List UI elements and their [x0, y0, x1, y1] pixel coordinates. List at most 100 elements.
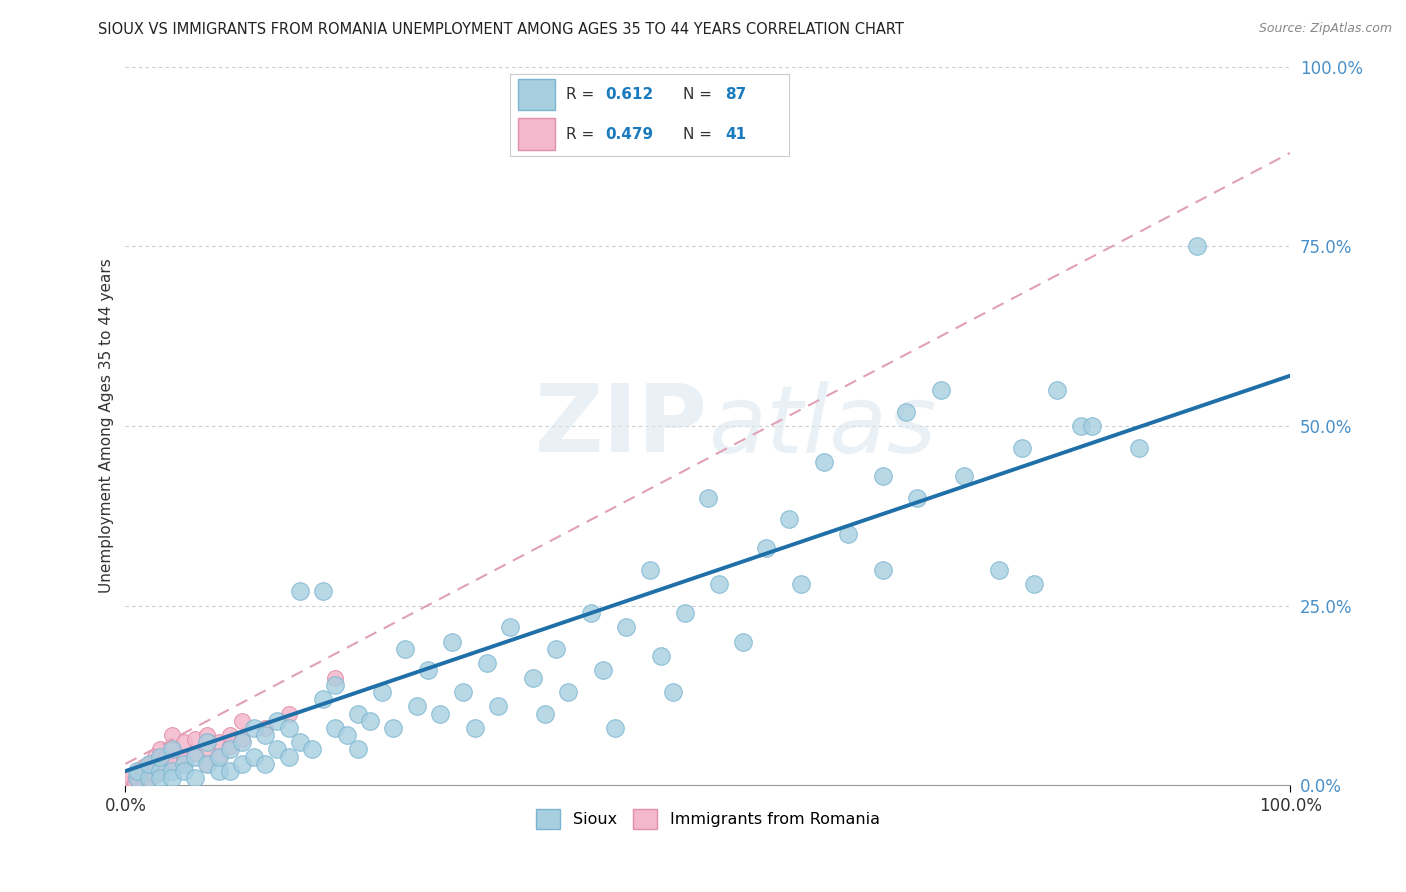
Point — [347, 742, 370, 756]
Point — [696, 491, 718, 505]
Point — [277, 706, 299, 721]
Point — [231, 735, 253, 749]
Point — [1128, 441, 1150, 455]
Point — [440, 634, 463, 648]
Point — [837, 526, 859, 541]
Point — [929, 383, 952, 397]
Point — [208, 735, 231, 749]
Point — [127, 771, 149, 785]
Point — [301, 742, 323, 756]
Point — [143, 749, 166, 764]
Point — [143, 767, 166, 781]
Point — [149, 756, 172, 771]
Point — [614, 620, 637, 634]
Point — [709, 577, 731, 591]
Point — [195, 735, 218, 749]
Y-axis label: Unemployment Among Ages 35 to 44 years: Unemployment Among Ages 35 to 44 years — [100, 259, 114, 593]
Point — [128, 772, 150, 787]
Point — [160, 756, 183, 771]
Point — [872, 469, 894, 483]
Point — [266, 714, 288, 728]
Point — [813, 455, 835, 469]
Point — [662, 685, 685, 699]
Point — [382, 721, 405, 735]
Point — [953, 469, 976, 483]
Point — [184, 731, 207, 746]
Point — [173, 753, 195, 767]
Point — [128, 764, 150, 778]
Legend: Sioux, Immigrants from Romania: Sioux, Immigrants from Romania — [530, 803, 886, 835]
Point — [475, 657, 498, 671]
Point — [1081, 419, 1104, 434]
Point — [242, 721, 264, 735]
Point — [160, 764, 183, 778]
Point — [638, 563, 661, 577]
Point — [120, 775, 142, 789]
Point — [160, 742, 183, 756]
Point — [872, 563, 894, 577]
Point — [731, 634, 754, 648]
Point — [208, 764, 231, 778]
Point — [370, 685, 392, 699]
Point — [173, 749, 195, 764]
Point — [347, 706, 370, 721]
Text: atlas: atlas — [707, 381, 936, 472]
Point — [132, 767, 155, 781]
Point — [219, 742, 242, 756]
Point — [120, 771, 142, 785]
Point — [254, 756, 277, 771]
Point — [242, 749, 264, 764]
Point — [277, 721, 299, 735]
Point — [277, 749, 299, 764]
Point — [288, 584, 311, 599]
Point — [219, 764, 242, 778]
Point — [673, 606, 696, 620]
Point — [499, 620, 522, 634]
Point — [160, 771, 183, 785]
Point — [592, 664, 614, 678]
Point — [405, 699, 427, 714]
Point — [173, 756, 195, 771]
Point — [127, 767, 149, 781]
Point — [650, 648, 672, 663]
Point — [790, 577, 813, 591]
Point — [160, 742, 183, 756]
Point — [522, 671, 544, 685]
Point — [184, 771, 207, 785]
Point — [288, 735, 311, 749]
Point — [254, 721, 277, 735]
Point — [907, 491, 929, 505]
Point — [755, 541, 778, 556]
Point — [138, 771, 160, 785]
Point — [778, 512, 800, 526]
Point — [184, 749, 207, 764]
Point — [429, 706, 451, 721]
Point — [173, 764, 195, 778]
Point — [155, 749, 177, 764]
Point — [127, 764, 149, 778]
Point — [208, 749, 231, 764]
Point — [603, 721, 626, 735]
Point — [138, 771, 160, 785]
Point — [184, 746, 207, 760]
Point — [323, 671, 346, 685]
Point — [138, 756, 160, 771]
Point — [132, 771, 155, 785]
Point — [149, 742, 172, 756]
Point — [208, 749, 231, 764]
Point — [323, 678, 346, 692]
Point — [988, 563, 1011, 577]
Point — [254, 728, 277, 742]
Point — [336, 728, 359, 742]
Point — [1011, 441, 1033, 455]
Point — [312, 584, 335, 599]
Point — [219, 739, 242, 753]
Point — [323, 721, 346, 735]
Point — [359, 714, 381, 728]
Point — [219, 728, 242, 742]
Point — [533, 706, 555, 721]
Point — [149, 764, 172, 778]
Point — [155, 760, 177, 774]
Point — [149, 749, 172, 764]
Point — [160, 728, 183, 742]
